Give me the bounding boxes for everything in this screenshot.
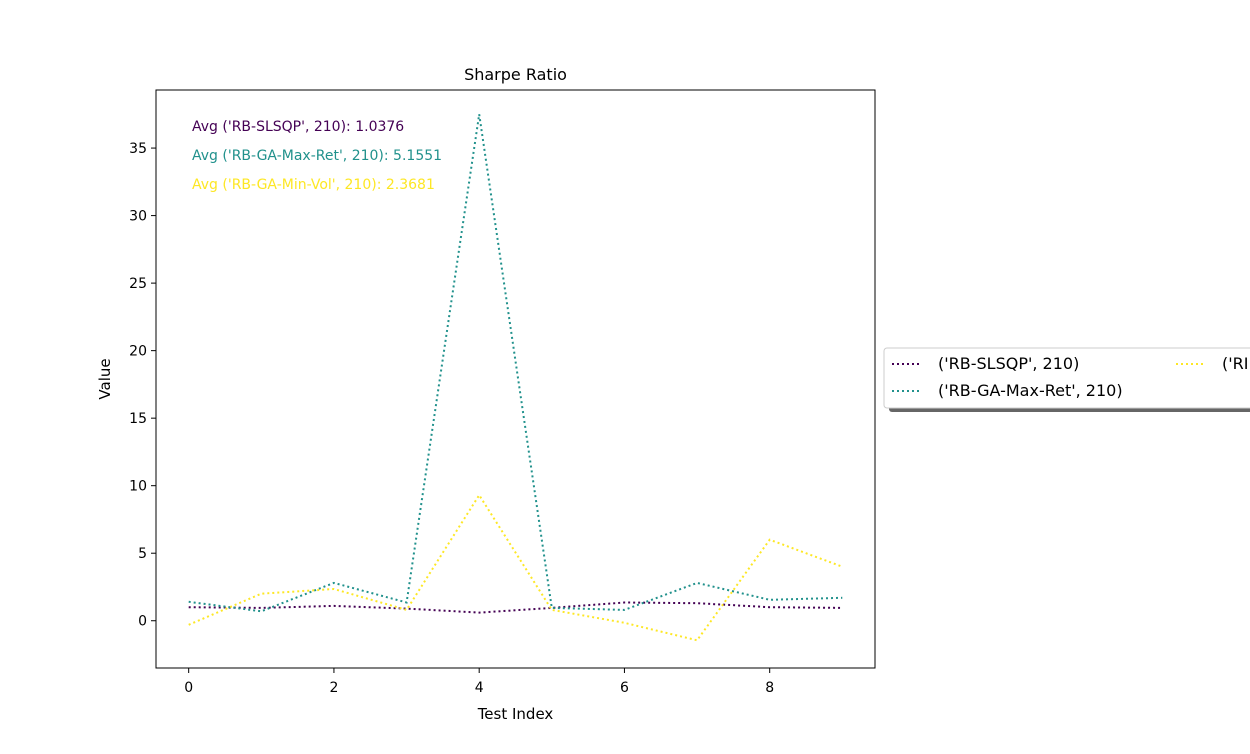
y-tick-label: 25 bbox=[129, 276, 147, 292]
series-line-2 bbox=[188, 493, 843, 642]
chart-title: Sharpe Ratio bbox=[464, 65, 567, 84]
series-line-0 bbox=[188, 601, 843, 614]
average-annotation: Avg ('RB-GA-Min-Vol', 210): 2.3681 bbox=[192, 177, 435, 193]
x-tick-label: 4 bbox=[475, 680, 484, 696]
series-line-1 bbox=[188, 114, 843, 613]
legend-label: ('RI bbox=[1222, 354, 1248, 373]
y-tick-label: 15 bbox=[129, 411, 147, 427]
legend-box bbox=[883, 347, 1250, 409]
y-tick-label: 35 bbox=[129, 141, 147, 157]
y-tick-label: 5 bbox=[138, 546, 147, 562]
x-tick-label: 6 bbox=[620, 680, 629, 696]
average-annotation: Avg ('RB-GA-Max-Ret', 210): 5.1551 bbox=[192, 148, 442, 164]
average-annotation: Avg ('RB-SLSQP', 210): 1.0376 bbox=[192, 119, 404, 135]
x-tick-label: 2 bbox=[329, 680, 338, 696]
plot-frame bbox=[155, 89, 876, 669]
x-axis-label: Test Index bbox=[477, 705, 554, 723]
legend-label: ('RB-SLSQP', 210) bbox=[938, 354, 1079, 373]
y-tick-label: 20 bbox=[129, 344, 147, 360]
y-tick-label: 10 bbox=[129, 479, 147, 495]
x-tick-label: 8 bbox=[765, 680, 774, 696]
x-tick-label: 0 bbox=[184, 680, 193, 696]
y-tick-label: 0 bbox=[138, 614, 147, 630]
legend-label: ('RB-GA-Max-Ret', 210) bbox=[938, 381, 1123, 400]
y-axis-label: Value bbox=[96, 358, 114, 399]
y-tick-label: 30 bbox=[129, 209, 147, 225]
